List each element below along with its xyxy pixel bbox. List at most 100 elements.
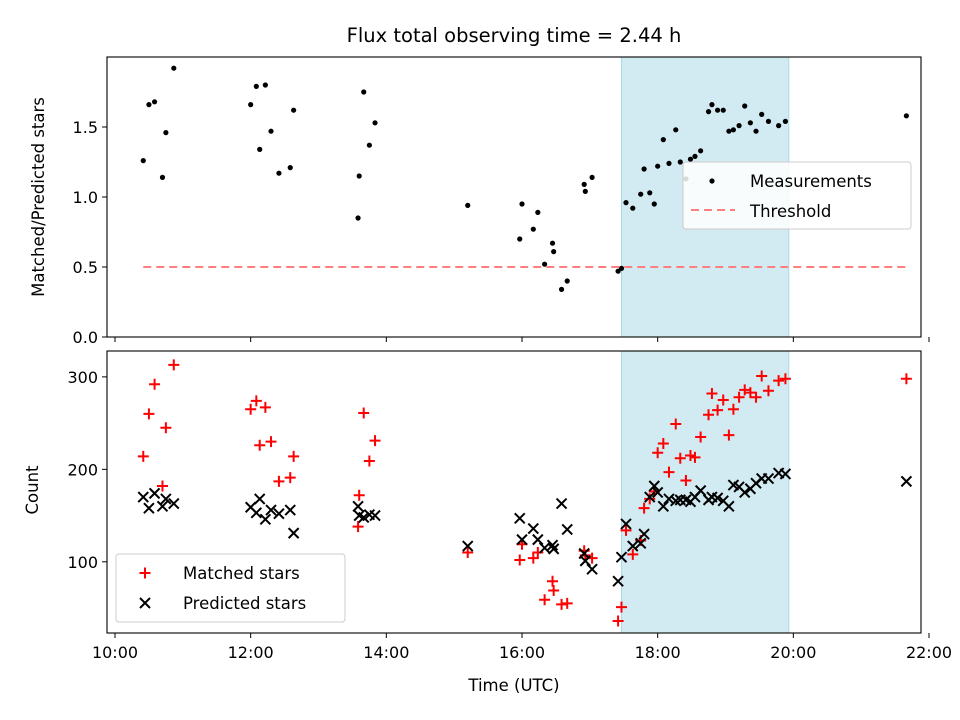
- measurement-point: [730, 127, 737, 133]
- measurement-point: [530, 226, 536, 232]
- matched-star-point: [514, 554, 526, 566]
- x-tick-label: 16:00: [499, 643, 545, 662]
- matched-star-point: [680, 474, 692, 486]
- predicted-star-point: [358, 511, 370, 524]
- measurement-point: [641, 166, 647, 172]
- matched-star-point: [548, 584, 560, 596]
- predicted-star-point: [900, 475, 913, 488]
- matched-star-point: [727, 403, 739, 415]
- predicted-star-point: [579, 555, 592, 567]
- matched-star-point: [160, 422, 172, 434]
- measurement-point: [692, 153, 698, 159]
- measurement-point: [747, 120, 753, 126]
- matched-star-point: [638, 502, 650, 514]
- matched-star-point: [717, 394, 729, 406]
- measurement-point: [361, 89, 367, 95]
- y-tick-label: 0.0: [73, 328, 98, 347]
- y-tick-label: 1.0: [73, 188, 98, 207]
- y-tick-label: 300: [67, 368, 98, 387]
- legend-matched-marker: [139, 567, 151, 579]
- predicted-star-point: [273, 508, 285, 520]
- measurement-point: [709, 102, 715, 108]
- measurement-point: [140, 158, 146, 164]
- measurement-point: [465, 202, 471, 208]
- measurement-point: [677, 159, 683, 165]
- legend: Matched stars Predicted stars: [115, 553, 346, 623]
- matched-star-point: [259, 401, 271, 413]
- legend-predicted-marker: [139, 597, 151, 609]
- matched-star-point: [644, 493, 656, 505]
- measurement-point: [248, 102, 254, 108]
- measurement-point: [171, 65, 177, 71]
- matched-star-point: [532, 547, 544, 559]
- matched-star-point: [363, 455, 375, 467]
- x-tick-label: 18:00: [635, 643, 681, 662]
- matched-star-point: [663, 466, 675, 478]
- measurement-point: [687, 156, 694, 162]
- measurement-point: [630, 205, 636, 211]
- measurement-point: [673, 127, 679, 133]
- measurement-point: [660, 137, 666, 143]
- legend-frame: [115, 553, 346, 623]
- predicted-star-point: [259, 513, 272, 525]
- predicted-star-point: [663, 493, 675, 505]
- measurement-point: [582, 188, 588, 194]
- predicted-star-point: [627, 540, 639, 552]
- measurement-point: [268, 128, 274, 134]
- matched-star-point: [245, 403, 257, 415]
- y-tick-label: 1.5: [73, 118, 98, 137]
- matched-star-point: [739, 384, 751, 396]
- predicted-star-point: [635, 537, 647, 550]
- measurement-point: [355, 215, 361, 221]
- predicted-star-point: [284, 504, 296, 516]
- measurement-point: [618, 265, 625, 271]
- highlight-span: [620, 350, 790, 634]
- predicted-star-point: [638, 528, 650, 540]
- matched-star-point: [695, 431, 707, 443]
- matched-star-point: [779, 373, 791, 385]
- matched-star-point: [750, 391, 762, 403]
- measurement-point: [356, 173, 362, 179]
- legend-matched-label: Matched stars: [183, 564, 300, 583]
- matched-star-point: [670, 418, 682, 430]
- count-panel: 10:00 12:00 14:00 16:00 18:00 20:00 22:00 100 20…: [67, 350, 952, 662]
- predicted-star-point: [657, 500, 670, 513]
- measurement-point: [698, 148, 704, 154]
- legend-measurement-marker: [709, 178, 715, 184]
- predicted-star-point: [779, 468, 792, 480]
- measurement-point: [655, 163, 661, 169]
- predicted-star-point: [612, 575, 624, 587]
- measurement-point: [151, 99, 158, 105]
- measurement-point: [257, 146, 263, 152]
- measurement-point: [549, 240, 556, 246]
- measurement-point: [276, 170, 282, 176]
- chart-title: Flux total observing time = 2.44 h: [347, 24, 682, 47]
- matched-star-point: [156, 480, 168, 492]
- x-tick-label: 22:00: [906, 643, 952, 662]
- measurement-point: [372, 120, 378, 126]
- matched-star-point: [273, 475, 285, 487]
- measurement-point: [705, 109, 712, 115]
- measurement-point: [287, 165, 293, 171]
- predicted-star-point: [462, 540, 474, 552]
- matched-star-point: [627, 548, 639, 560]
- matched-star-point: [703, 409, 715, 421]
- matched-star-point: [527, 552, 539, 564]
- legend-frame: [682, 161, 912, 230]
- measurement-point: [651, 201, 657, 207]
- predicted-star-point: [561, 523, 573, 536]
- predicted-star-point: [532, 533, 544, 546]
- matched-star-point: [689, 451, 701, 463]
- matched-star-point: [615, 601, 627, 613]
- predicted-star-point: [514, 512, 526, 525]
- matched-star-point: [265, 436, 277, 448]
- predicted-star-point: [168, 497, 180, 510]
- matched-star-point: [369, 435, 381, 447]
- measurement-point: [542, 261, 548, 267]
- matched-star-point: [254, 439, 266, 451]
- predicted-star-point: [265, 504, 277, 516]
- x-axis-label: Time (UTC): [467, 676, 559, 695]
- measurement-point: [551, 249, 557, 255]
- predicted-star-point: [148, 487, 161, 500]
